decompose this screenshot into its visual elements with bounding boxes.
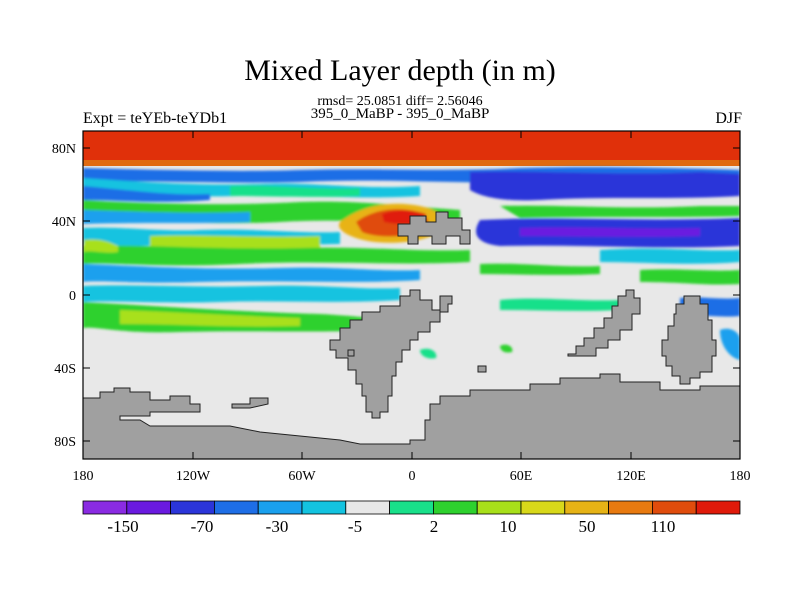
colorbar-label: 2 — [430, 517, 439, 536]
colorbar-swatch — [170, 500, 215, 515]
colorbar-swatch — [301, 500, 347, 515]
lat-axis — [83, 147, 740, 442]
map-field — [83, 131, 740, 459]
lon-axis — [82, 131, 741, 459]
lat-tick-label: 40N — [52, 215, 76, 230]
lat-tick-label: 40S — [54, 362, 76, 377]
lon-tick-label: 180 — [730, 469, 751, 484]
colorbar-swatch — [82, 500, 128, 515]
colorbar-label: -70 — [191, 517, 214, 536]
colorbar-swatch — [520, 500, 566, 515]
land-mask — [83, 211, 740, 459]
colorbar-swatch — [389, 500, 434, 515]
colorbar-swatch — [126, 500, 172, 515]
colorbar-swatch — [476, 500, 522, 515]
lon-tick-label: 120E — [616, 469, 646, 484]
lat-tick-label: 80S — [54, 435, 76, 450]
lon-tick-label: 0 — [409, 469, 416, 484]
colorbar-swatch — [695, 500, 741, 515]
season-label: DJF — [715, 110, 742, 127]
colorbar — [82, 500, 741, 515]
colorbar-swatch — [564, 500, 609, 515]
colorbar-swatch — [257, 500, 303, 515]
colorbar-swatch — [345, 500, 390, 515]
colorbar-swatch — [652, 500, 697, 515]
colorbar-swatch — [213, 500, 259, 515]
colorbar-swatch — [432, 500, 478, 515]
field-features — [83, 167, 740, 360]
lon-tick-label: 180 — [73, 469, 94, 484]
colorbar-swatch — [608, 500, 653, 515]
stats-subtitle: rmsd= 25.0851 diff= 2.56046 — [317, 94, 483, 109]
lat-tick-label: 80N — [52, 142, 76, 157]
runs-subtitle: 395_0_MaBP - 395_0_MaBP — [310, 106, 490, 122]
lat-tick-label: 0 — [69, 289, 76, 304]
colorbar-label: -30 — [266, 517, 289, 536]
arctic-edge — [83, 160, 740, 166]
map-title: Mixed Layer depth (in m) — [244, 54, 556, 87]
colorbar-label: -150 — [107, 517, 138, 536]
colorbar-label: 50 — [579, 517, 596, 536]
colorbar-label: -5 — [348, 517, 362, 536]
lon-tick-label: 120W — [176, 469, 211, 484]
experiment-label: Expt = teYEb-teYDb1 — [83, 110, 228, 127]
colorbar-label: 10 — [500, 517, 517, 536]
lon-tick-label: 60E — [510, 469, 533, 484]
colorbar-label: 110 — [651, 517, 676, 536]
lon-tick-label: 60W — [288, 469, 316, 484]
